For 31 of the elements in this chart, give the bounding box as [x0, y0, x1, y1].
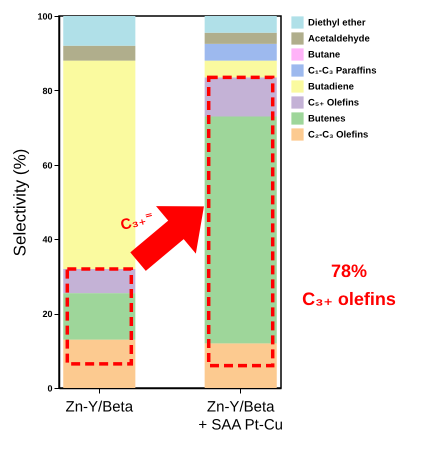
bar [63, 340, 136, 388]
legend-label: C₁-C₃ Paraffins [308, 66, 376, 76]
legend-label: Acetaldehyde [308, 34, 370, 44]
x-tick-label: Zn-Y/Beta + SAA Pt-Cu [198, 398, 284, 434]
legend-label: Diethyl ether [308, 18, 366, 28]
y-tick-label: 40 [42, 234, 52, 245]
annotation: C₃₊⁼ [118, 208, 156, 234]
y-tick-label: 60 [42, 160, 52, 170]
text: 78% [330, 261, 368, 281]
legend-label: Butadiene [308, 82, 354, 92]
legend-label: Butane [308, 50, 340, 60]
bar [63, 293, 136, 340]
bar [204, 343, 277, 388]
legend-label: Butenes [308, 114, 346, 124]
y-tick-label: 100 [37, 12, 52, 22]
y-tick-label: 0 [47, 384, 52, 394]
bar [204, 116, 277, 344]
bar [204, 77, 277, 116]
bar [204, 60, 277, 78]
bar [204, 44, 277, 61]
y-axis-title: Selectivity (%) [10, 148, 30, 256]
y-tick-label: 80 [42, 86, 52, 96]
bar [204, 16, 277, 33]
text: C₃₊ olefins [302, 289, 396, 309]
bar [204, 32, 277, 44]
bar [63, 16, 136, 46]
bar [63, 46, 136, 61]
x-tick-label: Zn-Y/Beta [66, 398, 134, 416]
legend-label: C₅₊ Olefins [308, 98, 360, 108]
y-tick-label: 20 [42, 309, 52, 320]
legend-label: C₂-C₃ Olefins [308, 130, 368, 140]
